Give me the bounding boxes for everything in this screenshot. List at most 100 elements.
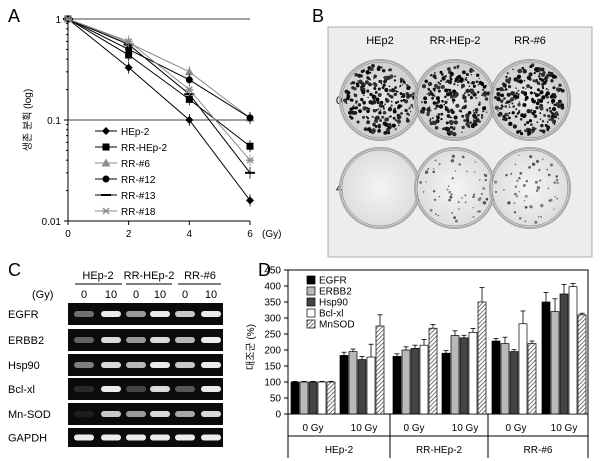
colony xyxy=(389,68,392,71)
colony xyxy=(384,103,386,105)
colony xyxy=(367,117,369,119)
legend-item-egfr: EGFR xyxy=(307,276,347,287)
colony xyxy=(435,126,439,130)
colony xyxy=(352,81,355,84)
colony xyxy=(541,68,544,71)
colony xyxy=(507,115,509,117)
colony xyxy=(378,125,381,128)
colony xyxy=(558,84,561,87)
colony xyxy=(462,96,466,100)
colony xyxy=(440,80,442,82)
colony xyxy=(507,93,511,97)
colony xyxy=(371,64,375,68)
colony xyxy=(439,106,441,108)
colony xyxy=(460,111,462,113)
colony xyxy=(410,104,413,107)
colony xyxy=(444,88,448,92)
colony xyxy=(448,80,452,84)
colony xyxy=(398,104,402,108)
colony xyxy=(465,122,469,126)
colony xyxy=(368,100,372,104)
colony xyxy=(394,86,397,89)
colony xyxy=(420,109,424,113)
colony xyxy=(362,100,364,102)
colony xyxy=(542,86,544,88)
cell-line-label-hep-2: HEp-2 xyxy=(325,445,354,456)
colony xyxy=(526,121,529,124)
colony xyxy=(431,97,434,100)
colony xyxy=(455,104,459,108)
colony xyxy=(405,83,406,84)
colony xyxy=(397,115,401,119)
colony xyxy=(486,111,487,112)
colony xyxy=(406,95,409,98)
colony xyxy=(447,132,449,134)
group-label: 10 Gy xyxy=(551,423,578,434)
colony xyxy=(535,93,539,97)
colony xyxy=(389,74,393,78)
colony xyxy=(465,89,469,93)
colony xyxy=(540,118,542,120)
colony xyxy=(404,109,407,112)
colony xyxy=(425,181,427,183)
colony xyxy=(353,111,357,115)
colony xyxy=(494,181,497,184)
colony xyxy=(552,102,554,104)
colony xyxy=(479,81,482,84)
colony xyxy=(541,78,544,81)
colony xyxy=(350,99,353,102)
colony xyxy=(451,117,453,119)
colony xyxy=(547,110,548,111)
colony xyxy=(346,97,350,101)
colony xyxy=(400,112,403,115)
bar-bcl-xl xyxy=(420,345,428,414)
colony xyxy=(393,117,396,120)
colony xyxy=(384,76,387,79)
colony xyxy=(419,181,422,184)
colony xyxy=(448,191,451,194)
colony xyxy=(434,199,436,201)
column-label-rr-hep-2: RR-HEp-2 xyxy=(430,35,481,47)
colony xyxy=(368,83,372,87)
colony xyxy=(378,93,382,97)
colony xyxy=(402,84,403,85)
colony xyxy=(474,161,476,163)
colony xyxy=(503,97,506,100)
colony xyxy=(450,78,453,81)
colony xyxy=(361,82,365,86)
colony xyxy=(538,216,539,217)
bar-bcl-xl xyxy=(318,382,326,414)
colony xyxy=(355,100,358,103)
colony xyxy=(382,105,385,108)
lane-dose-label: 0 xyxy=(182,289,188,301)
colony xyxy=(465,78,467,80)
colony xyxy=(519,217,522,220)
colony xyxy=(400,78,403,81)
legend-item-hsp90: Hsp90 xyxy=(307,298,348,309)
colony xyxy=(453,66,456,69)
gel-band xyxy=(201,386,221,392)
colony xyxy=(471,69,472,70)
colony xyxy=(427,168,429,170)
colony xyxy=(430,118,432,120)
colony xyxy=(550,75,552,77)
culture-plate xyxy=(340,148,420,228)
colony xyxy=(524,123,526,125)
bar-egfr xyxy=(291,382,299,414)
colony xyxy=(378,80,381,83)
legend-label: Hsp90 xyxy=(319,298,348,309)
colony xyxy=(530,86,533,89)
colony xyxy=(483,93,487,97)
colony xyxy=(376,98,380,102)
colony xyxy=(518,93,520,95)
colony xyxy=(539,72,542,75)
y-tick-label: 100 xyxy=(264,378,281,389)
column-label-rr-6: RR-#6 xyxy=(514,35,546,47)
colony xyxy=(545,79,548,82)
colony xyxy=(357,121,360,124)
colony xyxy=(513,124,517,128)
colony-plates: HEp2RR-HEp-2RR-#60 Gy4 Gy xyxy=(328,27,592,257)
colony xyxy=(521,67,524,70)
colony xyxy=(508,81,511,84)
colony xyxy=(353,87,356,90)
